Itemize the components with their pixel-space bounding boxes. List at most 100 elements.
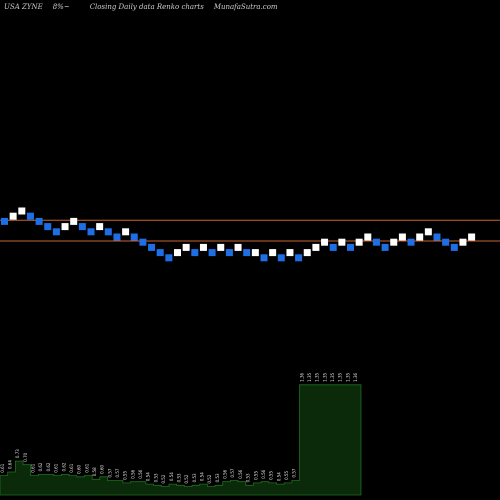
volume-label: 0.61 — [0, 463, 5, 472]
renko-brick — [199, 243, 207, 251]
renko-brick — [321, 238, 329, 246]
renko-brick — [139, 238, 147, 246]
volume-label: 1.35 — [315, 372, 320, 381]
volume-label: 0.54 — [200, 472, 205, 481]
renko-brick — [329, 243, 337, 251]
renko-brick — [416, 233, 424, 241]
renko-brick — [9, 212, 17, 220]
volume-label: 0.55 — [123, 471, 128, 480]
renko-brick — [459, 238, 467, 246]
volume-label: 0.55 — [269, 471, 274, 480]
volume-label: 0.58 — [92, 467, 97, 476]
volume-label: 0.56 — [138, 469, 143, 478]
change-label: 8%~ — [53, 3, 80, 11]
renko-brick — [225, 249, 233, 257]
renko-brick — [122, 228, 130, 236]
volume-label: 0.52 — [161, 474, 166, 483]
renko-brick — [381, 243, 389, 251]
renko-bricks — [1, 207, 476, 262]
renko-brick — [208, 249, 216, 257]
renko-brick — [424, 228, 432, 236]
renko-brick — [1, 217, 8, 225]
renko-brick — [70, 217, 78, 225]
volume-label: 0.56 — [238, 469, 243, 478]
renko-brick — [312, 243, 320, 251]
volume-label: 0.60 — [77, 464, 82, 473]
renko-brick — [96, 223, 104, 231]
renko-brick — [295, 254, 303, 262]
renko-brick — [433, 233, 441, 241]
renko-brick — [18, 207, 26, 215]
volume-label: 1.35 — [345, 372, 350, 381]
renko-brick — [277, 254, 285, 262]
renko-brick — [286, 249, 294, 257]
volume-area — [0, 384, 362, 496]
renko-brick — [364, 233, 372, 241]
volume-label: 0.61 — [31, 463, 36, 472]
volume-label: 0.55 — [284, 471, 289, 480]
volume-label: 1.35 — [330, 372, 335, 381]
volume-label: 0.57 — [115, 468, 120, 477]
volume-label: 0.52 — [207, 474, 212, 483]
volume-label: 0.62 — [38, 462, 43, 471]
renko-brick — [130, 233, 138, 241]
renko-brick — [78, 223, 86, 231]
renko-brick — [234, 243, 242, 251]
volume-label: 0.52 — [184, 474, 189, 483]
chart-header: USA ZYNE 8%~ Closing Daily data Renko char… — [4, 3, 288, 11]
renko-brick — [165, 254, 173, 262]
volume-panel: 0.61 0.640.73 0.700.61 0.62 0.62 0.61 0.62 0.61… — [0, 372, 362, 496]
renko-brick — [398, 233, 406, 241]
change-value: 8% — [52, 3, 64, 11]
renko-brick — [87, 228, 95, 236]
renko-brick — [44, 223, 52, 231]
renko-brick — [338, 238, 346, 246]
volume-label: 0.54 — [146, 472, 151, 481]
renko-brick — [372, 238, 380, 246]
renko-brick — [182, 243, 190, 251]
volume-label: 0.60 — [100, 464, 105, 473]
renko-brick — [148, 243, 156, 251]
volume-label: 1.36 — [353, 372, 358, 381]
renko-brick — [442, 238, 450, 246]
renko-brick — [104, 228, 112, 236]
volume-label: 0.54 — [169, 472, 174, 481]
volume-label: 0.73 — [15, 449, 20, 458]
renko-brick — [217, 243, 225, 251]
renko-brick — [191, 249, 199, 257]
renko-brick — [303, 249, 311, 257]
volume-label: 1.35 — [322, 372, 327, 381]
renko-brick — [61, 223, 69, 231]
renko-brick — [174, 249, 181, 257]
volume-label: 0.53 — [246, 473, 251, 482]
renko-brick — [251, 249, 259, 257]
volume-label: 0.53 — [192, 473, 197, 482]
renko-brick — [390, 238, 398, 246]
volume-label: 1.36 — [299, 372, 304, 381]
volume-label: 0.62 — [61, 462, 66, 471]
renko-brick — [468, 233, 476, 241]
renko-brick — [355, 238, 363, 246]
volume-label: 0.55 — [253, 471, 258, 480]
volume-label: 0.61 — [69, 463, 74, 472]
volume-label: 0.54 — [276, 472, 281, 481]
volume-label: 1.35 — [338, 372, 343, 381]
volume-label: 0.70 — [23, 452, 28, 461]
symbol-label: USA ZYNE — [4, 3, 43, 11]
renko-brick — [269, 249, 277, 257]
renko-brick — [52, 228, 60, 236]
renko-brick — [450, 243, 458, 251]
volume-label: 0.53 — [153, 473, 158, 482]
volume-label: 0.53 — [215, 473, 220, 482]
level-lines — [0, 219, 500, 242]
volume-label: 0.53 — [176, 473, 181, 482]
volume-label: 0.57 — [107, 468, 112, 477]
renko-brick — [347, 243, 354, 251]
renko-brick — [35, 217, 43, 225]
volume-label: 0.56 — [223, 469, 228, 478]
volume-label: 0.56 — [130, 469, 135, 478]
volume-label: 0.64 — [8, 460, 13, 469]
source-label: MunafaSutra.com — [213, 3, 278, 11]
volume-label: 0.62 — [46, 462, 51, 471]
